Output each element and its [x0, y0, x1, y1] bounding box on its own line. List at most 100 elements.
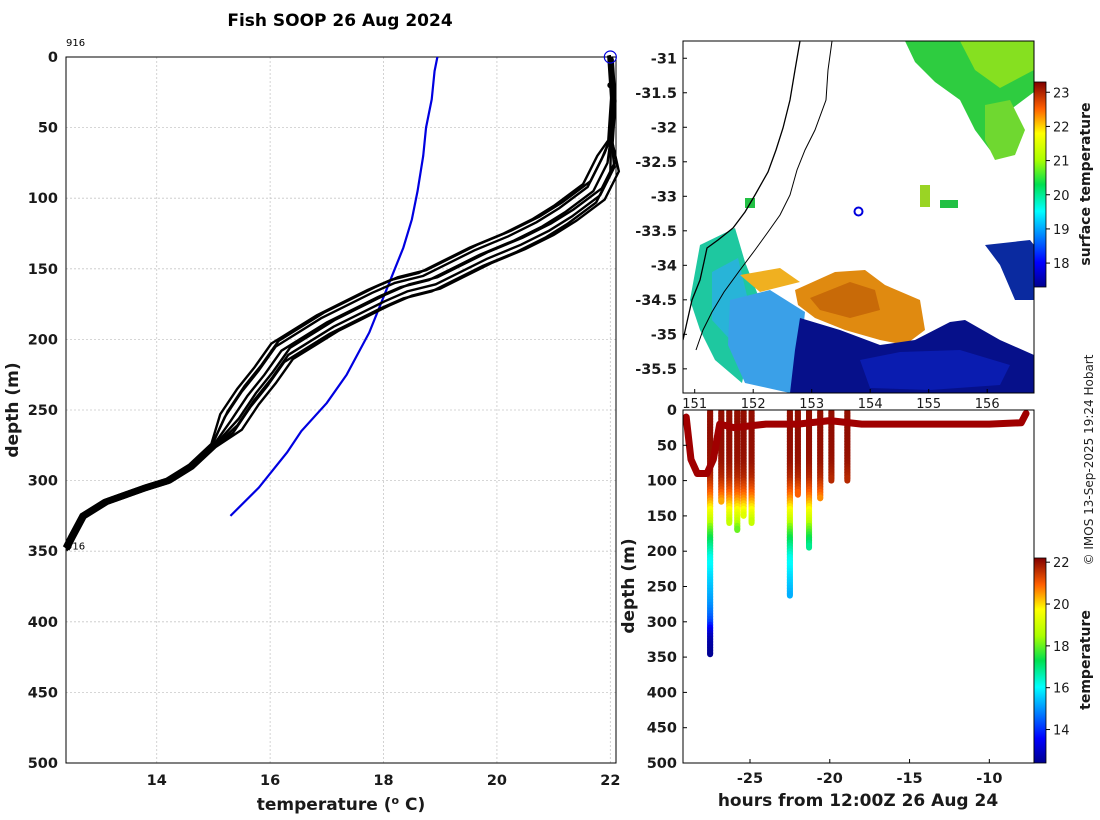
map-colorbar-tick-label: 18	[1053, 257, 1070, 272]
sst-patch-north-light	[960, 41, 1034, 88]
profile-annotation-top: 916	[66, 38, 85, 49]
sst-cold-south-inner	[860, 350, 1010, 390]
profile-grid	[66, 56, 616, 764]
section-colorbar-tick-label: 20	[1053, 598, 1070, 613]
section-ytick-label: 200	[647, 544, 677, 560]
credit-text: © IMOS 13-Sep-2025 19:24 Hobart	[1082, 354, 1096, 565]
map-xtick-label: 155	[916, 397, 941, 412]
figure-title: Fish SOOP 26 Aug 2024	[227, 11, 453, 31]
section-xtick-label: -25	[737, 771, 763, 787]
map-content	[683, 41, 1034, 393]
section-colorbar	[1033, 557, 1047, 764]
section-ytick-label: 400	[647, 685, 677, 701]
map-ticks: 151 152 153 154 155 156 -31 -31.5 -32 -32.5 -33 -33…	[635, 51, 999, 412]
profile-xtick-label: 14	[147, 773, 167, 789]
ship-position-marker	[853, 206, 864, 217]
profile-xtick-label: 16	[260, 773, 280, 789]
map-colorbar-tick-label: 22	[1053, 120, 1070, 135]
profile-ytick-label: 450	[28, 685, 58, 701]
map-ytick-label: -34	[651, 258, 677, 274]
section-ticks: -25 -20 -15 -10 0 50 100 150 200 250 300 350 400 450 5…	[647, 403, 1003, 787]
profile-line-xbt-drops	[63, 56, 614, 549]
map-colorbar-tick-label: 21	[1053, 155, 1070, 170]
profile-line-xbt-drops	[66, 56, 618, 549]
profile-axes-frame	[65, 56, 617, 764]
section-panel: -25 -20 -15 -10 0 50 100 150 200 250 300 350 400 450 5…	[619, 403, 1094, 811]
profile-surface-dot	[607, 82, 614, 89]
section-colorbar-tick-label: 16	[1053, 682, 1070, 697]
profile-ytick-label: 350	[28, 544, 58, 560]
profile-line-xbt-drops	[67, 58, 621, 551]
sst-light-blue	[728, 290, 805, 393]
map-colorbar-ticks: 18 19 20 21 22 23	[1046, 86, 1070, 272]
profile-xlabel-tail: C)	[399, 795, 425, 815]
map-colorbar-tick-label: 23	[1053, 86, 1070, 101]
profile-xtick-label: 20	[487, 773, 507, 789]
section-ylabel: depth (m)	[619, 538, 639, 633]
section-colorbar-tick-label: 18	[1053, 640, 1070, 655]
section-ytick-label: 50	[657, 438, 677, 454]
profile-ytick-label: 50	[38, 121, 58, 137]
sst-patch-northeast	[985, 100, 1025, 160]
map-xtick-label: 151	[682, 397, 707, 412]
profile-xlabel-head: temperature (	[257, 795, 392, 815]
map-ytick-label: -33	[651, 189, 677, 205]
map-xtick-label: 153	[799, 397, 824, 412]
section-drops	[683, 410, 1030, 658]
section-colorbar-ticks: 14 16 18 20 22	[1046, 556, 1070, 739]
profile-annotation-bottom: 916	[66, 542, 85, 553]
section-xlabel: hours from 12:00Z 26 Aug 24	[718, 791, 999, 811]
map-ytick-label: -31.5	[635, 86, 677, 102]
section-ytick-label: 0	[667, 403, 677, 419]
map-panel: 151 152 153 154 155 156 -31 -31.5 -32 -32.5 -33 -33…	[635, 40, 1094, 412]
profile-ticks: 14 16 18 20 22 0 50 100 150 200 250 300 350 400 450 500	[28, 50, 621, 789]
profile-ytick-label: 500	[28, 756, 58, 772]
sst-warm-filament	[740, 268, 800, 292]
section-colorbar-tick-label: 22	[1053, 556, 1070, 571]
section-surface-trace	[683, 410, 1030, 478]
map-ytick-label: -35	[651, 327, 677, 343]
profile-ytick-label: 200	[28, 332, 58, 348]
profile-line-climatology	[229, 56, 439, 517]
section-xtick-label: -15	[896, 771, 922, 787]
map-colorbar-tick-label: 20	[1053, 189, 1070, 204]
section-ytick-label: 350	[647, 650, 677, 666]
profile-line-xbt-drops	[64, 54, 614, 547]
section-colorbar-label: temperature	[1078, 610, 1094, 710]
map-ytick-label: -32.5	[635, 155, 677, 171]
sst-patch-east-cool	[985, 240, 1034, 300]
map-xtick-label: 156	[975, 397, 1000, 412]
section-ytick-label: 100	[647, 474, 677, 490]
section-xtick-label: -20	[817, 771, 843, 787]
profile-ylabel: depth (m)	[3, 362, 23, 457]
section-ytick-label: 150	[647, 509, 677, 525]
sst-speck-2	[940, 200, 958, 208]
profile-series	[62, 50, 621, 552]
section-xtick-label: -10	[976, 771, 1002, 787]
coastline	[683, 41, 801, 341]
section-ytick-label: 500	[647, 756, 677, 772]
profile-ytick-label: 150	[28, 262, 58, 278]
map-colorbar-tick-label: 19	[1053, 223, 1070, 238]
map-ytick-label: -34.5	[635, 293, 677, 309]
section-ytick-label: 250	[647, 580, 677, 596]
map-ytick-label: -31	[651, 51, 677, 67]
profile-ytick-label: 0	[48, 50, 58, 66]
sst-warm-eddy-core	[810, 282, 880, 318]
profile-surface-marker	[603, 50, 617, 64]
map-ytick-label: -35.5	[635, 362, 677, 378]
isobath-line	[695, 41, 833, 351]
profile-xtick-label: 22	[600, 773, 620, 789]
map-colorbar	[1033, 81, 1047, 288]
profile-line-xbt-drops	[62, 55, 613, 548]
map-xtick-label: 152	[741, 397, 766, 412]
section-colorbar-tick-label: 14	[1053, 724, 1070, 739]
map-colorbar-label: surface temperature	[1078, 102, 1094, 265]
section-ytick-label: 300	[647, 615, 677, 631]
profile-ytick-label: 300	[28, 474, 58, 490]
profile-xlabel-degree: o	[392, 794, 400, 807]
map-ytick-label: -32	[651, 120, 677, 136]
profile-xlabel: temperature (o C)	[257, 794, 426, 815]
profile-xtick-label: 18	[373, 773, 393, 789]
